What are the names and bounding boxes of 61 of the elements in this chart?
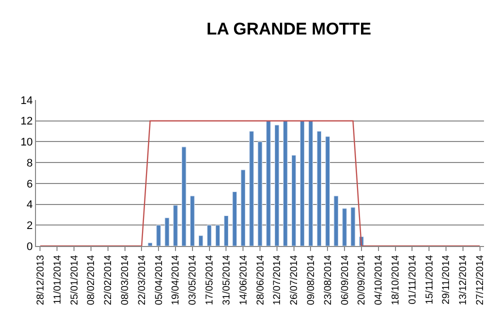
x-tick-label: 01/11/2014 xyxy=(407,254,418,304)
bar xyxy=(291,155,296,246)
bar xyxy=(148,242,152,246)
x-tick-label: 19/04/2014 xyxy=(170,254,182,306)
x-tick-label: 11/01/2014 xyxy=(52,254,64,304)
x-tick-label: 08/03/2014 xyxy=(120,254,131,306)
bar xyxy=(308,120,314,246)
bar xyxy=(190,196,195,246)
bar xyxy=(300,120,305,246)
x-tick-label: 05/04/2014 xyxy=(154,254,165,306)
x-tick-label: 06/09/2014 xyxy=(340,254,351,306)
x-tick-label: 09/08/2014 xyxy=(306,254,317,306)
x-tick-label: 18/10/2014 xyxy=(390,254,402,306)
y-tick-label: 8 xyxy=(26,157,33,170)
x-tick-label: 23/08/2014 xyxy=(322,254,334,306)
x-tick-label: 08/02/2014 xyxy=(86,254,98,306)
bar xyxy=(334,196,338,246)
x-tick-label: 12/07/2014 xyxy=(272,254,284,306)
x-tick-label: 31/05/2014 xyxy=(221,254,232,306)
bar xyxy=(266,120,271,246)
x-tick-label: 15/11/2014 xyxy=(424,254,436,304)
chart-title: LA GRANDE MOTTE xyxy=(206,20,372,39)
x-tick-label: 04/10/2014 xyxy=(374,254,385,306)
x-tick-label: 20/09/2014 xyxy=(356,254,368,306)
bar xyxy=(350,207,356,246)
bar xyxy=(198,235,204,246)
y-tick-label: 14 xyxy=(20,94,33,107)
y-tick-label: 6 xyxy=(26,178,33,190)
y-tick-label: 0 xyxy=(26,240,33,253)
bar xyxy=(325,136,330,246)
bar xyxy=(342,208,347,246)
bar xyxy=(240,170,246,246)
x-tick-label: 26/07/2014 xyxy=(289,254,300,306)
x-tick-label: 13/12/2014 xyxy=(458,254,470,306)
x-tick-label: 17/05/2014 xyxy=(204,254,216,306)
bar xyxy=(224,216,229,246)
x-tick-label: 27/12/2014 xyxy=(475,254,486,306)
bar xyxy=(182,146,186,246)
bar xyxy=(156,224,161,246)
x-tick-label: 22/02/2014 xyxy=(103,254,114,306)
bar xyxy=(173,205,178,246)
bar xyxy=(164,218,170,246)
y-tick-label: 4 xyxy=(26,199,33,212)
bar xyxy=(258,141,262,246)
x-tick-label: 28/12/2013 xyxy=(35,254,46,306)
bar xyxy=(215,224,220,246)
bar xyxy=(206,224,212,246)
bar xyxy=(249,131,254,246)
x-tick-label: 14/06/2014 xyxy=(238,254,250,306)
x-tick-label: 22/03/2014 xyxy=(136,254,148,306)
x-tick-label: 25/01/2014 xyxy=(69,254,80,306)
bar xyxy=(232,192,237,246)
y-tick-label: 2 xyxy=(26,220,33,232)
bar xyxy=(283,120,288,246)
bar xyxy=(316,131,322,246)
x-tick-label: 28/06/2014 xyxy=(255,254,266,306)
y-tick-label: 10 xyxy=(20,136,33,149)
x-tick-label: 29/11/2014 xyxy=(441,254,452,304)
y-tick-label: 12 xyxy=(20,116,33,128)
bar xyxy=(274,124,280,246)
x-tick-label: 03/05/2014 xyxy=(188,254,199,306)
